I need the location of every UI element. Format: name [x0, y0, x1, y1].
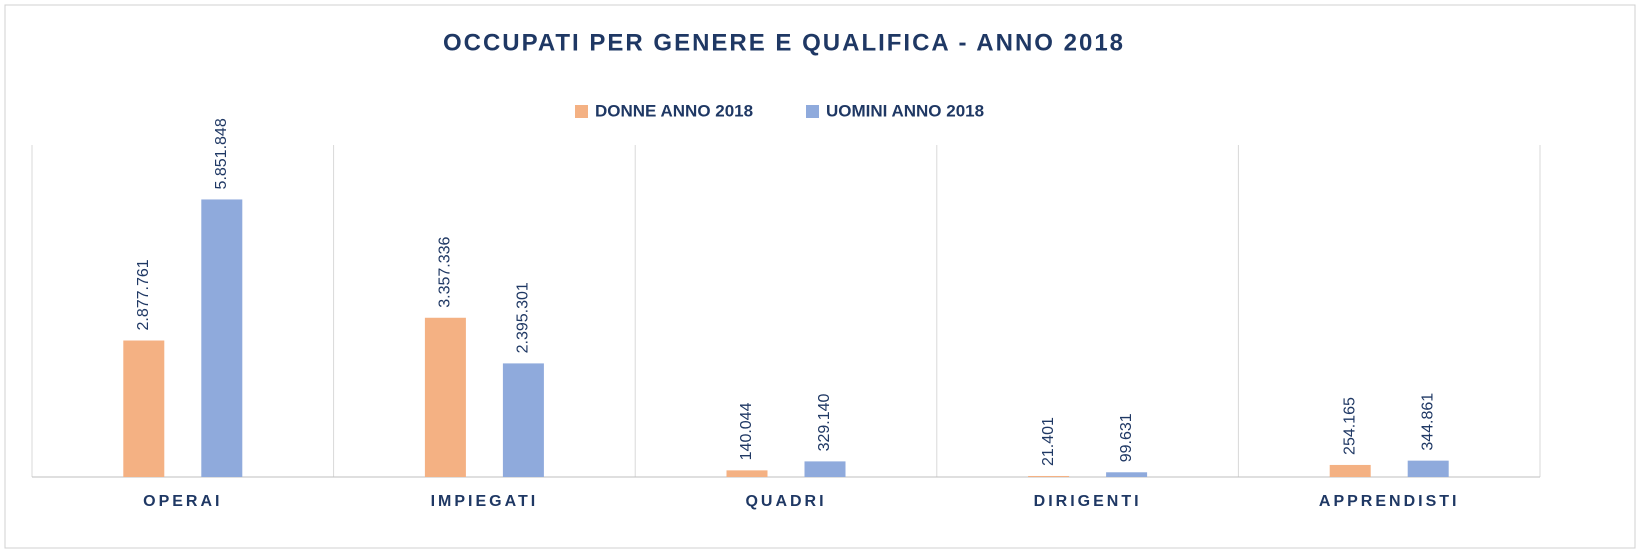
legend-swatch — [806, 105, 819, 118]
data-label: 344.861 — [1419, 393, 1436, 451]
bar — [804, 461, 846, 477]
bar — [1329, 464, 1371, 477]
data-label: 254.165 — [1341, 397, 1358, 455]
bar — [424, 317, 466, 477]
bar — [1106, 472, 1148, 477]
chart-title: OCCUPATI PER GENERE E QUALIFICA - ANNO 2… — [443, 29, 1125, 56]
bar — [201, 199, 243, 478]
bar — [1028, 475, 1070, 477]
bar — [1407, 460, 1449, 477]
data-label: 3.357.336 — [437, 236, 454, 307]
bar — [502, 363, 544, 477]
legend-swatch — [575, 105, 588, 118]
bar — [726, 470, 768, 477]
chart-frame — [4, 4, 1636, 549]
data-label: 21.401 — [1040, 417, 1057, 466]
data-label: 140.044 — [738, 402, 755, 460]
data-label: 329.140 — [816, 393, 833, 451]
x-tick-label: DIRIGENTI — [1034, 493, 1142, 510]
legend-label: DONNE ANNO 2018 — [595, 101, 753, 120]
x-tick-label: OPERAI — [143, 493, 222, 510]
x-tick-label: IMPIEGATI — [431, 493, 539, 510]
data-label: 2.877.761 — [135, 259, 152, 330]
x-tick-label: QUADRI — [745, 493, 826, 510]
bar — [123, 340, 165, 477]
data-label: 99.631 — [1118, 413, 1135, 462]
data-label: 5.851.848 — [213, 118, 230, 189]
legend-label: UOMINI ANNO 2018 — [826, 101, 984, 120]
x-tick-label: APPRENDISTI — [1319, 493, 1460, 510]
data-label: 2.395.301 — [515, 282, 532, 353]
